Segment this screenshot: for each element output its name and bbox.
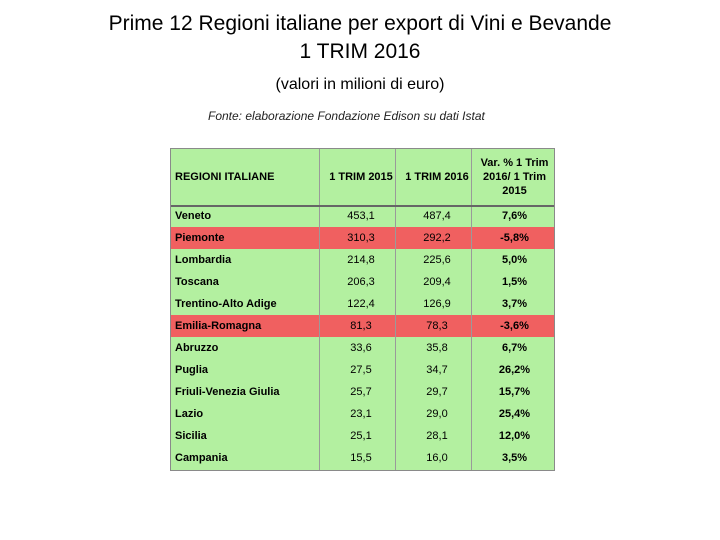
region-cell: Abruzzo (175, 342, 219, 354)
table-row: Trentino-Alto Adige 122,4 126,9 3,7% (171, 293, 554, 315)
variation-cell: 3,5% (501, 452, 528, 464)
table-header-row: REGIONI ITALIANE 1 TRIM 2015 1 TRIM 2016… (171, 149, 554, 205)
table-row: Puglia 27,5 34,7 26,2% (171, 359, 554, 381)
region-cell: Veneto (175, 210, 212, 222)
trim-2016-cell: 29,0 (426, 408, 448, 420)
table-body: Veneto 453,1 487,4 7,6% Piemonte 310,3 292,2 -5… (171, 205, 554, 469)
table-row: Lazio 23,1 29,0 25,4% (171, 403, 554, 425)
region-cell: Campania (175, 452, 228, 464)
trim-2015-cell: 310,3 (323, 227, 399, 249)
trim-2016-cell: 16,0 (426, 452, 448, 464)
trim-2016-cell: 34,7 (426, 364, 448, 376)
table-row: Veneto 453,1 487,4 7,6% (171, 205, 554, 227)
trim-2015-cell: 81,3 (323, 315, 399, 337)
column-divider (471, 149, 472, 470)
variation-cell: 26,2% (498, 364, 531, 376)
table-row: Abruzzo 33,6 35,8 6,7% (171, 337, 554, 359)
column-divider (319, 149, 320, 470)
header-divider (171, 205, 554, 207)
region-cell: Emilia-Romagna (171, 315, 323, 337)
variation-cell: -3,6% (475, 315, 554, 337)
variation-cell: 7,6% (501, 210, 528, 222)
variation-cell: 5,0% (501, 254, 528, 266)
trim-2015-cell: 15,5 (350, 452, 372, 464)
header-variation: Var. % 1 Trim 2016/ 1 Trim 2015 (475, 149, 554, 205)
export-table: REGIONI ITALIANE 1 TRIM 2015 1 TRIM 2016… (170, 148, 555, 471)
trim-2015-cell: 122,4 (347, 298, 375, 310)
trim-2015-cell: 206,3 (347, 276, 375, 288)
header-region: REGIONI ITALIANE (175, 171, 275, 183)
trim-2016-cell: 35,8 (426, 342, 448, 354)
variation-cell: 25,4% (498, 408, 531, 420)
table-row: Piemonte 310,3 292,2 -5,8% (171, 227, 554, 249)
variation-cell: 1,5% (501, 276, 528, 288)
table-row: Campania 15,5 16,0 3,5% (171, 447, 554, 469)
header-trim-2015: 1 TRIM 2015 (329, 171, 393, 183)
trim-2016-cell: 209,4 (423, 276, 451, 288)
region-cell: Trentino-Alto Adige (175, 298, 277, 310)
table-row: Lombardia 214,8 225,6 5,0% (171, 249, 554, 271)
region-cell: Piemonte (171, 227, 323, 249)
region-cell: Sicilia (175, 430, 207, 442)
region-cell: Lazio (175, 408, 204, 420)
chart-title: Prime 12 Regioni italiane per export di … (0, 10, 720, 66)
variation-cell: 12,0% (498, 430, 531, 442)
region-cell: Puglia (175, 364, 209, 376)
title-line-1: Prime 12 Regioni italiane per export di … (108, 12, 612, 35)
export-table-grid: REGIONI ITALIANE 1 TRIM 2015 1 TRIM 2016… (171, 149, 554, 469)
variation-cell: 3,7% (501, 298, 528, 310)
variation-cell: -5,8% (475, 227, 554, 249)
region-cell: Lombardia (175, 254, 232, 266)
trim-2015-cell: 453,1 (347, 210, 375, 222)
table-row: Sicilia 25,1 28,1 12,0% (171, 425, 554, 447)
trim-2016-cell: 126,9 (423, 298, 451, 310)
chart-subtitle: (valori in milioni di euro) (275, 76, 445, 93)
region-cell: Toscana (175, 276, 219, 288)
trim-2016-cell: 225,6 (423, 254, 451, 266)
trim-2015-cell: 33,6 (350, 342, 372, 354)
variation-cell: 15,7% (498, 386, 531, 398)
column-divider (395, 149, 396, 470)
table-row: Emilia-Romagna 81,3 78,3 -3,6% (171, 315, 554, 337)
variation-cell: 6,7% (501, 342, 528, 354)
trim-2015-cell: 23,1 (350, 408, 372, 420)
trim-2016-cell: 487,4 (423, 210, 451, 222)
title-line-2: 1 TRIM 2016 (299, 40, 421, 63)
trim-2016-cell: 292,2 (399, 227, 475, 249)
source-note: Fonte: elaborazione Fondazione Edison su… (208, 109, 485, 123)
header-trim-2016: 1 TRIM 2016 (405, 171, 469, 183)
trim-2016-cell: 28,1 (426, 430, 448, 442)
trim-2015-cell: 25,1 (350, 430, 372, 442)
table-row: Friuli-Venezia Giulia 25,7 29,7 15,7% (171, 381, 554, 403)
trim-2015-cell: 25,7 (350, 386, 372, 398)
region-cell: Friuli-Venezia Giulia (175, 386, 280, 398)
trim-2016-cell: 29,7 (426, 386, 448, 398)
trim-2016-cell: 78,3 (399, 315, 475, 337)
header-variation-text: Var. % 1 Trim 2016/ 1 Trim 2015 (480, 157, 549, 197)
trim-2015-cell: 27,5 (350, 364, 372, 376)
table-row: Toscana 206,3 209,4 1,5% (171, 271, 554, 293)
trim-2015-cell: 214,8 (347, 254, 375, 266)
